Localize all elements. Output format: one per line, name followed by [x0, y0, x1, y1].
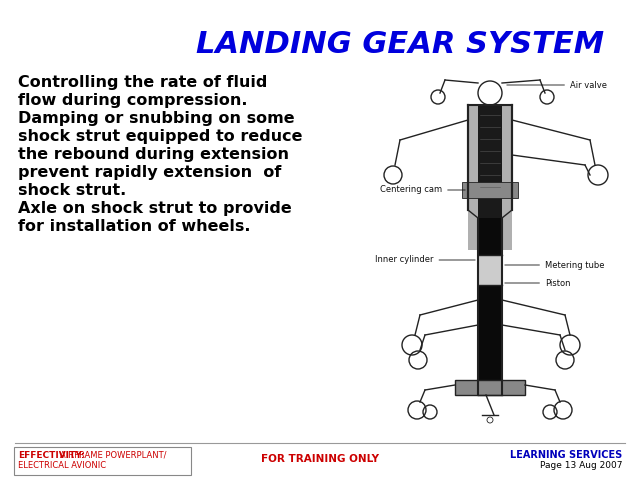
Text: LEARNING SERVICES: LEARNING SERVICES	[509, 450, 622, 460]
Text: EFFECTIVITY:: EFFECTIVITY:	[18, 451, 84, 460]
Bar	[479, 255, 501, 285]
Bar	[479, 218, 501, 390]
Text: prevent rapidly extension  of: prevent rapidly extension of	[18, 165, 282, 180]
Text: Metering tube: Metering tube	[505, 261, 605, 269]
Text: Piston: Piston	[505, 278, 570, 288]
Text: Air valve: Air valve	[507, 81, 607, 89]
Bar	[502, 105, 512, 250]
Text: Controlling the rate of fluid: Controlling the rate of fluid	[18, 75, 268, 90]
Bar	[462, 182, 518, 198]
Text: Centering cam: Centering cam	[380, 185, 465, 194]
Text: for installation of wheels.: for installation of wheels.	[18, 219, 250, 234]
Bar	[455, 380, 525, 395]
Text: FOR TRAINING ONLY: FOR TRAINING ONLY	[261, 454, 379, 464]
Bar	[478, 105, 502, 250]
Text: the rebound during extension: the rebound during extension	[18, 147, 289, 162]
Text: AIRFRAME POWERPLANT/: AIRFRAME POWERPLANT/	[60, 451, 166, 460]
Text: LANDING GEAR SYSTEM: LANDING GEAR SYSTEM	[196, 30, 604, 59]
Text: flow during compression.: flow during compression.	[18, 93, 248, 108]
Text: shock strut equipped to reduce: shock strut equipped to reduce	[18, 129, 303, 144]
Text: Inner cylinder: Inner cylinder	[375, 255, 476, 264]
Text: Axle on shock strut to provide: Axle on shock strut to provide	[18, 201, 292, 216]
Text: ELECTRICAL AVIONIC: ELECTRICAL AVIONIC	[18, 461, 106, 470]
Bar	[468, 105, 478, 250]
Text: Page 13 Aug 2007: Page 13 Aug 2007	[540, 461, 622, 470]
Text: shock strut.: shock strut.	[18, 183, 126, 198]
Text: Damping or snubbing on some: Damping or snubbing on some	[18, 111, 294, 126]
